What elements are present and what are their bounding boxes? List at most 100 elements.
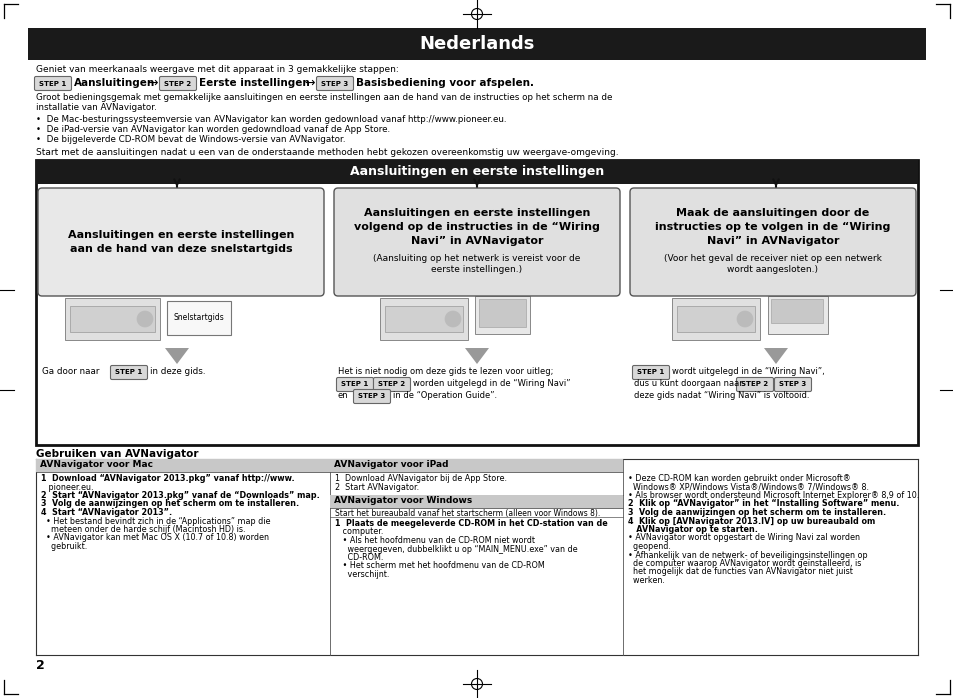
Text: Gebruiken van AVNavigator: Gebruiken van AVNavigator [36,449,198,459]
Text: (Voor het geval de receiver niet op een netwerk
wordt aangesloten.): (Voor het geval de receiver niet op een … [663,253,881,274]
Text: 4  Start “AVNavigator 2013”.: 4 Start “AVNavigator 2013”. [41,508,172,517]
Text: gebruikt.: gebruikt. [41,542,87,551]
Text: Nederlands: Nederlands [419,35,534,53]
FancyBboxPatch shape [34,77,71,91]
Text: meteen onder de harde schijf (Macintosh HD) is.: meteen onder de harde schijf (Macintosh … [41,525,245,534]
Text: werken.: werken. [628,576,664,585]
Text: CD-ROM.: CD-ROM. [335,553,383,562]
FancyBboxPatch shape [478,299,525,327]
Text: STEP 1: STEP 1 [39,80,67,87]
Circle shape [444,311,460,327]
FancyBboxPatch shape [111,366,148,380]
Text: •  De bijgeleverde CD-ROM bevat de Windows-versie van AVNavigator.: • De bijgeleverde CD-ROM bevat de Window… [36,135,345,144]
FancyBboxPatch shape [736,378,773,392]
Text: • Afhankelijk van de netwerk- of beveiligingsinstellingen op: • Afhankelijk van de netwerk- of beveili… [628,551,867,560]
Polygon shape [464,348,489,364]
FancyBboxPatch shape [374,378,410,392]
Text: 4  Klik op [AVNavigator 2013.IV] op uw bureaubald om: 4 Klik op [AVNavigator 2013.IV] op uw bu… [628,517,875,526]
Text: Windows® XP/Windows Vista®/Windows® 7/Windows® 8.: Windows® XP/Windows Vista®/Windows® 7/Wi… [628,482,868,491]
Text: installatie van AVNavigator.: installatie van AVNavigator. [36,103,156,112]
Text: STEP 1: STEP 1 [115,369,143,376]
Text: Aansluitingen en eerste instellingen
volgend op de instructies in de “Wiring
Nav: Aansluitingen en eerste instellingen vol… [354,208,599,246]
FancyBboxPatch shape [38,188,324,296]
FancyBboxPatch shape [28,28,925,60]
Text: AVNavigator voor iPad: AVNavigator voor iPad [334,460,448,469]
Text: 2  Klik op “AVNavigator” in het “Installing Software” menu.: 2 Klik op “AVNavigator” in het “Installi… [628,500,899,509]
Text: Maak de aansluitingen door de
instructies op te volgen in de “Wiring
Navi” in AV: Maak de aansluitingen door de instructie… [655,208,890,246]
FancyBboxPatch shape [677,306,754,332]
Polygon shape [165,348,189,364]
Polygon shape [763,348,787,364]
Text: • AVNavigator kan met Mac OS X (10.7 of 10.8) worden: • AVNavigator kan met Mac OS X (10.7 of … [41,533,269,542]
Text: •  De iPad-versie van AVNavigator kan worden gedowndload vanaf de App Store.: • De iPad-versie van AVNavigator kan wor… [36,125,390,134]
Text: computer.: computer. [335,528,383,537]
Text: AVNavigator voor Windows: AVNavigator voor Windows [334,496,472,505]
Text: STEP 1: STEP 1 [637,369,664,376]
Text: Basisbediening voor afspelen.: Basisbediening voor afspelen. [355,78,534,89]
Text: (Aansluiting op het netwerk is vereist voor de
eerste instellingen.): (Aansluiting op het netwerk is vereist v… [373,253,580,274]
FancyBboxPatch shape [36,459,330,472]
Circle shape [737,311,752,327]
Text: 1  Download “AVNavigator 2013.pkg” vanaf http://www.: 1 Download “AVNavigator 2013.pkg” vanaf … [41,474,294,483]
FancyBboxPatch shape [159,77,196,91]
Circle shape [137,311,152,327]
FancyBboxPatch shape [629,188,915,296]
Text: worden uitgelegd in de “Wiring Navi”: worden uitgelegd in de “Wiring Navi” [413,379,570,388]
Text: →: → [148,77,158,90]
Text: 1  Plaats de meegeleverde CD-ROM in het CD-station van de: 1 Plaats de meegeleverde CD-ROM in het C… [335,519,607,528]
Text: STEP 3: STEP 3 [321,80,348,87]
Text: • Het scherm met het hoofdmenu van de CD-ROM: • Het scherm met het hoofdmenu van de CD… [335,561,544,570]
Text: Ga door naar: Ga door naar [42,367,99,376]
Text: • Als browser wordt ondersteund Microsoft Internet Explorer® 8,9 of 10.: • Als browser wordt ondersteund Microsof… [628,491,919,500]
FancyBboxPatch shape [70,306,154,332]
FancyBboxPatch shape [671,298,760,340]
Text: AVNavigator op te starten.: AVNavigator op te starten. [628,525,758,534]
Text: STEP 2: STEP 2 [740,382,768,387]
Text: 2  Start AVNavigator.: 2 Start AVNavigator. [335,482,418,491]
Text: Aansluitingen: Aansluitingen [74,78,155,89]
Text: • AVNavigator wordt opgestart de Wiring Navi zal worden: • AVNavigator wordt opgestart de Wiring … [628,533,860,542]
FancyBboxPatch shape [65,298,160,340]
Text: in deze gids.: in deze gids. [150,367,205,376]
Text: geopend.: geopend. [628,542,671,551]
FancyBboxPatch shape [632,366,669,380]
Text: Het is niet nodig om deze gids te lezen voor uitleg;: Het is niet nodig om deze gids te lezen … [337,367,553,376]
Text: 1  Download AVNavigator bij de App Store.: 1 Download AVNavigator bij de App Store. [335,474,506,483]
Text: Aansluitingen en eerste instellingen
aan de hand van deze snelstartgids: Aansluitingen en eerste instellingen aan… [68,230,294,254]
FancyBboxPatch shape [767,296,827,334]
Text: in de “Operation Guide”.: in de “Operation Guide”. [393,391,497,400]
Text: weergegeven, dubbelklikt u op “MAIN_MENU.exe” van de: weergegeven, dubbelklikt u op “MAIN_MENU… [335,544,577,554]
FancyBboxPatch shape [379,298,468,340]
Text: AVNavigator voor Mac: AVNavigator voor Mac [40,460,152,469]
Text: Groot bedieningsgemak met gemakkelijke aansluitingen en eerste instellingen aan : Groot bedieningsgemak met gemakkelijke a… [36,93,612,102]
FancyBboxPatch shape [336,378,374,392]
FancyBboxPatch shape [36,160,917,184]
Text: pioneer.eu.: pioneer.eu. [41,482,93,491]
Text: STEP 3: STEP 3 [358,394,385,399]
Text: 2: 2 [36,659,45,672]
FancyBboxPatch shape [316,77,354,91]
FancyBboxPatch shape [475,296,530,334]
Text: STEP 1: STEP 1 [341,382,368,387]
Text: de computer waarop AVNavigator wordt geïnstalleerd, is: de computer waarop AVNavigator wordt geï… [628,559,861,568]
FancyBboxPatch shape [770,299,822,323]
Text: STEP 2: STEP 2 [164,80,192,87]
Text: en: en [337,391,348,400]
FancyBboxPatch shape [774,378,811,392]
FancyBboxPatch shape [330,495,622,508]
Text: deze gids nadat “Wiring Navi” is voltooid.: deze gids nadat “Wiring Navi” is voltooi… [634,391,809,400]
Text: wordt uitgelegd in de “Wiring Navi”,: wordt uitgelegd in de “Wiring Navi”, [671,367,824,376]
Text: Start met de aansluitingen nadat u een van de onderstaande methoden hebt gekozen: Start met de aansluitingen nadat u een v… [36,148,618,157]
Text: Snelstartgids: Snelstartgids [173,313,224,322]
Text: Geniet van meerkanaals weergave met dit apparaat in 3 gemakkelijke stappen:: Geniet van meerkanaals weergave met dit … [36,65,398,74]
FancyBboxPatch shape [330,459,622,472]
FancyBboxPatch shape [167,301,231,335]
Text: • Het bestand bevindt zich in de “Applications” map die: • Het bestand bevindt zich in de “Applic… [41,517,271,526]
Text: STEP 3: STEP 3 [779,382,806,387]
FancyBboxPatch shape [334,188,619,296]
Text: • Deze CD-ROM kan worden gebruikt onder Microsoft®: • Deze CD-ROM kan worden gebruikt onder … [628,474,850,483]
Text: dus u kunt doorgaan naar: dus u kunt doorgaan naar [634,379,742,388]
Text: Start het bureaubald vanaf het startscherm (alleen voor Windows 8).: Start het bureaubald vanaf het startsche… [335,509,599,518]
Text: verschijnt.: verschijnt. [335,570,389,579]
FancyBboxPatch shape [354,389,390,403]
